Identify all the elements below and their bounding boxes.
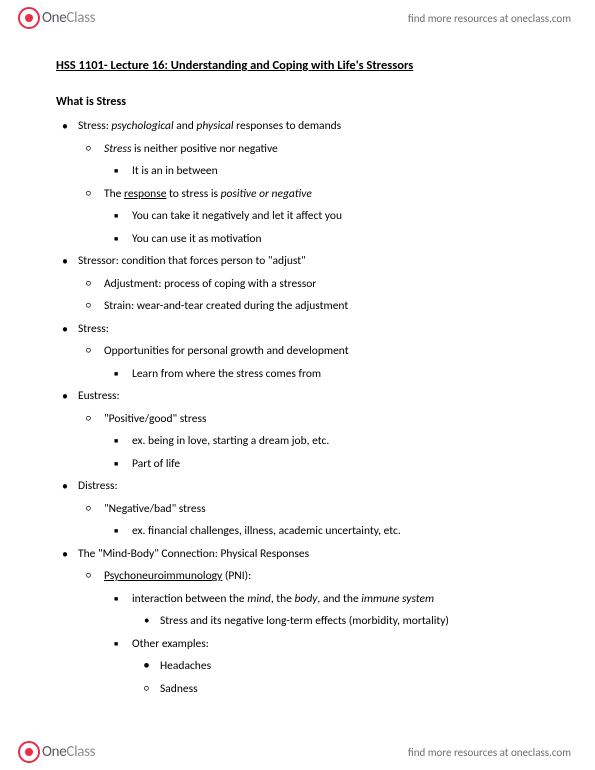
list-item: "Negative/bad" stress ex. financial chal… — [78, 502, 547, 540]
list-item: Stress: psychological and physical respo… — [56, 119, 547, 247]
section-heading: What is Stress — [56, 95, 547, 109]
outline-list: Stress: psychological and physical respo… — [56, 119, 547, 697]
list-item: Adjustment: process of coping with a str… — [78, 277, 547, 293]
list-item: You can use it as motivation — [104, 232, 547, 248]
page-footer: OneClass find more resources at oneclass… — [0, 734, 595, 770]
list-item: Headaches — [132, 659, 547, 675]
document-body: HSS 1101- Lecture 16: Understanding and … — [56, 58, 547, 704]
brand-logo-text: OneClass — [42, 743, 95, 761]
brand-logo: OneClass — [18, 7, 95, 29]
list-item: Opportunities for personal growth and de… — [78, 344, 547, 382]
list-item: Sadness — [132, 682, 547, 698]
page-header: OneClass find more resources at oneclass… — [0, 0, 595, 36]
list-item: Stress and its negative long-term effect… — [132, 614, 547, 630]
list-item: Learn from where the stress comes from — [104, 367, 547, 383]
brand-logo-icon — [18, 7, 40, 29]
list-item: Stressor: condition that forces person t… — [56, 254, 547, 315]
resources-link[interactable]: find more resources at oneclass.com — [408, 746, 571, 759]
list-item: Distress: "Negative/bad" stress ex. fina… — [56, 479, 547, 540]
brand-logo: OneClass — [18, 741, 95, 763]
list-item: ex. financial challenges, illness, acade… — [104, 524, 547, 540]
list-item: The response to stress is positive or ne… — [78, 187, 547, 248]
list-item: Psychoneuroimmunology (PNI): interaction… — [78, 569, 547, 697]
list-item: Eustress: "Positive/good" stress ex. bei… — [56, 389, 547, 472]
list-item: "Positive/good" stress ex. being in love… — [78, 412, 547, 473]
page-title: HSS 1101- Lecture 16: Understanding and … — [56, 58, 547, 73]
list-item: You can take it negatively and let it af… — [104, 209, 547, 225]
brand-logo-text: OneClass — [42, 9, 95, 27]
list-item: Other examples: Headaches Sadness — [104, 637, 547, 698]
list-item: Headaches Sadness — [132, 659, 547, 697]
list-item: interaction between the mind, the body, … — [104, 592, 547, 630]
list-item: Stress: Opportunities for personal growt… — [56, 322, 547, 383]
list-item: Strain: wear-and-tear created during the… — [78, 299, 547, 315]
list-item: ex. being in love, starting a dream job,… — [104, 434, 547, 450]
list-item: It is an in between — [104, 164, 547, 180]
list-item: Stress is neither positive nor negative … — [78, 142, 547, 180]
list-item: Part of life — [104, 457, 547, 473]
brand-logo-icon — [18, 741, 40, 763]
list-item: The "Mind-Body" Connection: Physical Res… — [56, 547, 547, 698]
resources-link[interactable]: find more resources at oneclass.com — [408, 12, 571, 25]
